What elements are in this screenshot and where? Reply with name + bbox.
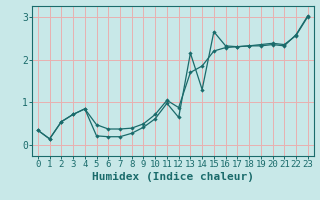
X-axis label: Humidex (Indice chaleur): Humidex (Indice chaleur)	[92, 172, 254, 182]
